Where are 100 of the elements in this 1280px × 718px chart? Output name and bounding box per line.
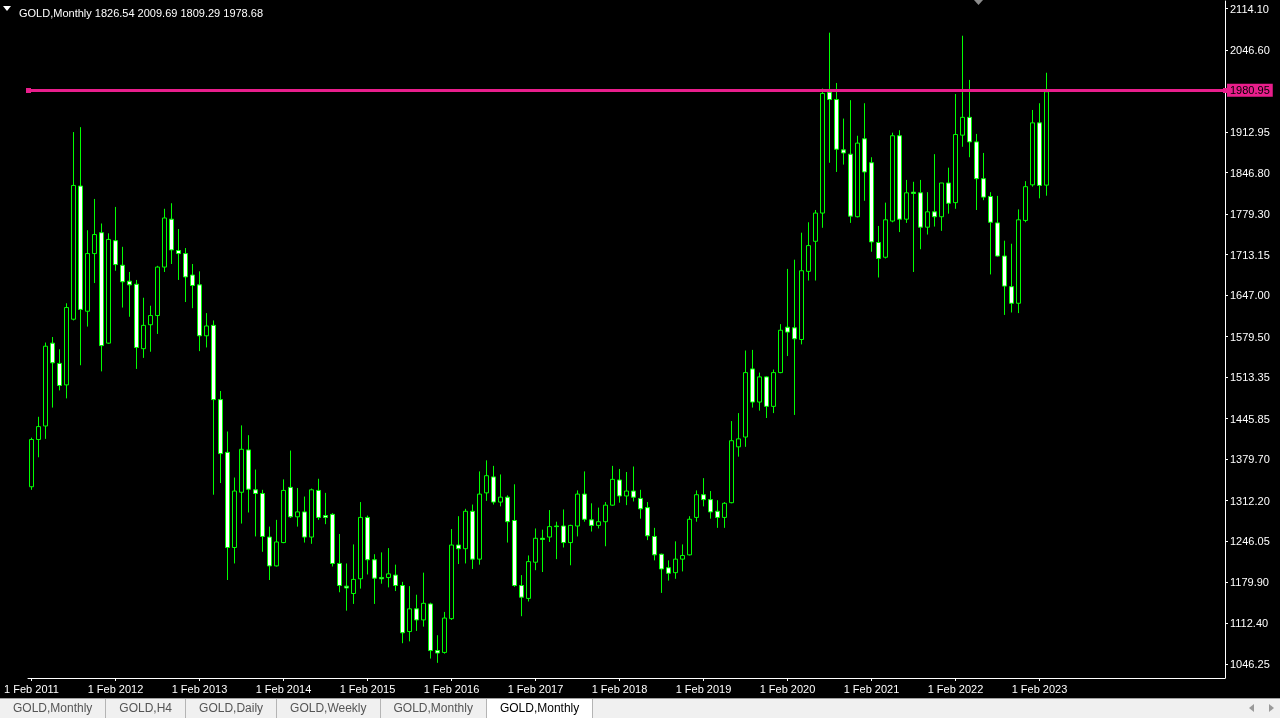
candlestick (246, 434, 251, 514)
candlestick (778, 323, 783, 374)
x-tick-label: 1 Feb 2015 (339, 682, 396, 695)
candlestick (218, 390, 223, 484)
candlestick (981, 152, 986, 201)
candlestick (547, 509, 552, 543)
candlestick (554, 521, 559, 560)
candlestick (260, 489, 265, 553)
candlestick (330, 512, 335, 568)
candlestick (911, 181, 916, 273)
candlestick (533, 527, 538, 571)
candlestick (295, 487, 300, 528)
text: GOLD,Monthly (0, 699, 107, 718)
candlestick (239, 424, 244, 525)
candlestick (43, 342, 48, 440)
candlestick (379, 551, 384, 585)
candlestick (36, 416, 41, 458)
candlestick (225, 431, 230, 581)
candlestick (953, 93, 958, 210)
candlestick (421, 572, 426, 628)
candlestick (589, 502, 594, 533)
candlestick (120, 246, 125, 309)
candlestick (50, 336, 55, 409)
candlestick (309, 488, 314, 545)
candlestick (631, 465, 636, 502)
candlestick (680, 543, 685, 572)
candlestick (393, 564, 398, 592)
x-tick-label: 1 Feb 2020 (759, 682, 816, 695)
candlestick (652, 527, 657, 561)
y-tick-label: 1846.80 (1230, 166, 1270, 179)
candlestick (694, 489, 699, 523)
candlestick (470, 504, 475, 570)
candlestick (456, 515, 461, 565)
candlestick (939, 182, 944, 232)
ref-line-label: 1980.95 (1230, 84, 1270, 97)
candlestick (92, 198, 97, 284)
candlestick (64, 302, 69, 399)
candlestick (519, 574, 524, 617)
candlestick (582, 470, 587, 523)
candlestick (1030, 109, 1035, 188)
candlestick (162, 208, 167, 273)
x-tick-label: 1 Feb 2023 (1011, 682, 1068, 695)
candlestick (1009, 243, 1014, 313)
x-tick-label: 1 Feb 2019 (675, 682, 732, 695)
x-tick-label: 1 Feb 2012 (87, 682, 144, 695)
candlestick (1023, 180, 1028, 223)
candlestick (253, 469, 258, 537)
candlestick (610, 465, 615, 507)
text: GOLD,Weekly (277, 699, 381, 718)
y-tick-label: 2114.10 (1230, 2, 1269, 15)
candlestick (764, 375, 769, 419)
candlestick (869, 156, 874, 253)
candlestick (323, 492, 328, 525)
candlestick (645, 501, 650, 541)
candlestick (806, 221, 811, 282)
y-tick-label: 1647.00 (1230, 289, 1270, 302)
candlestick (617, 468, 622, 504)
candlestick (99, 223, 104, 372)
candlestick (526, 554, 531, 602)
candlestick (792, 259, 797, 416)
candlestick (351, 543, 356, 605)
y-tick-label: 2046.60 (1230, 44, 1270, 57)
candlestick (785, 268, 790, 357)
candlestick (841, 118, 846, 166)
y-tick-label: 1179.90 (1230, 575, 1269, 588)
candlestick (1037, 102, 1042, 199)
candlestick (771, 369, 776, 414)
candlestick (932, 153, 937, 228)
y-tick-label: 1779.30 (1230, 208, 1270, 221)
candlestick (463, 508, 468, 564)
candlestick (197, 270, 202, 352)
candlestick (799, 232, 804, 345)
text: GOLD,Monthly 1826.54 2009.69 1809.29 1978.68 (19, 6, 264, 19)
candlestick (729, 420, 734, 504)
candlestick (400, 581, 405, 644)
candlestick (750, 349, 755, 409)
candlestick (148, 305, 153, 353)
y-tick-label: 1046.25 (1230, 657, 1270, 670)
candlestick (134, 279, 139, 370)
candlestick (316, 478, 321, 521)
candlestick (183, 247, 188, 303)
candlestick (862, 102, 867, 202)
candlestick (190, 263, 195, 309)
candlestick (813, 209, 818, 282)
candlestick (918, 179, 923, 250)
candlestick (638, 489, 643, 520)
candlestick (736, 412, 741, 458)
candlestick (78, 126, 83, 366)
candlestick (757, 372, 762, 412)
candlestick (155, 265, 160, 335)
candlestick (365, 515, 370, 575)
candlestick (358, 501, 363, 590)
y-tick-label: 1713.15 (1230, 248, 1270, 261)
candlestick (337, 533, 342, 593)
y-tick-label: 1112.40 (1230, 617, 1269, 630)
candlestick (498, 473, 503, 507)
candlestick (568, 524, 573, 566)
candlestick (673, 540, 678, 580)
candlestick (414, 594, 419, 632)
candlestick (267, 526, 272, 581)
